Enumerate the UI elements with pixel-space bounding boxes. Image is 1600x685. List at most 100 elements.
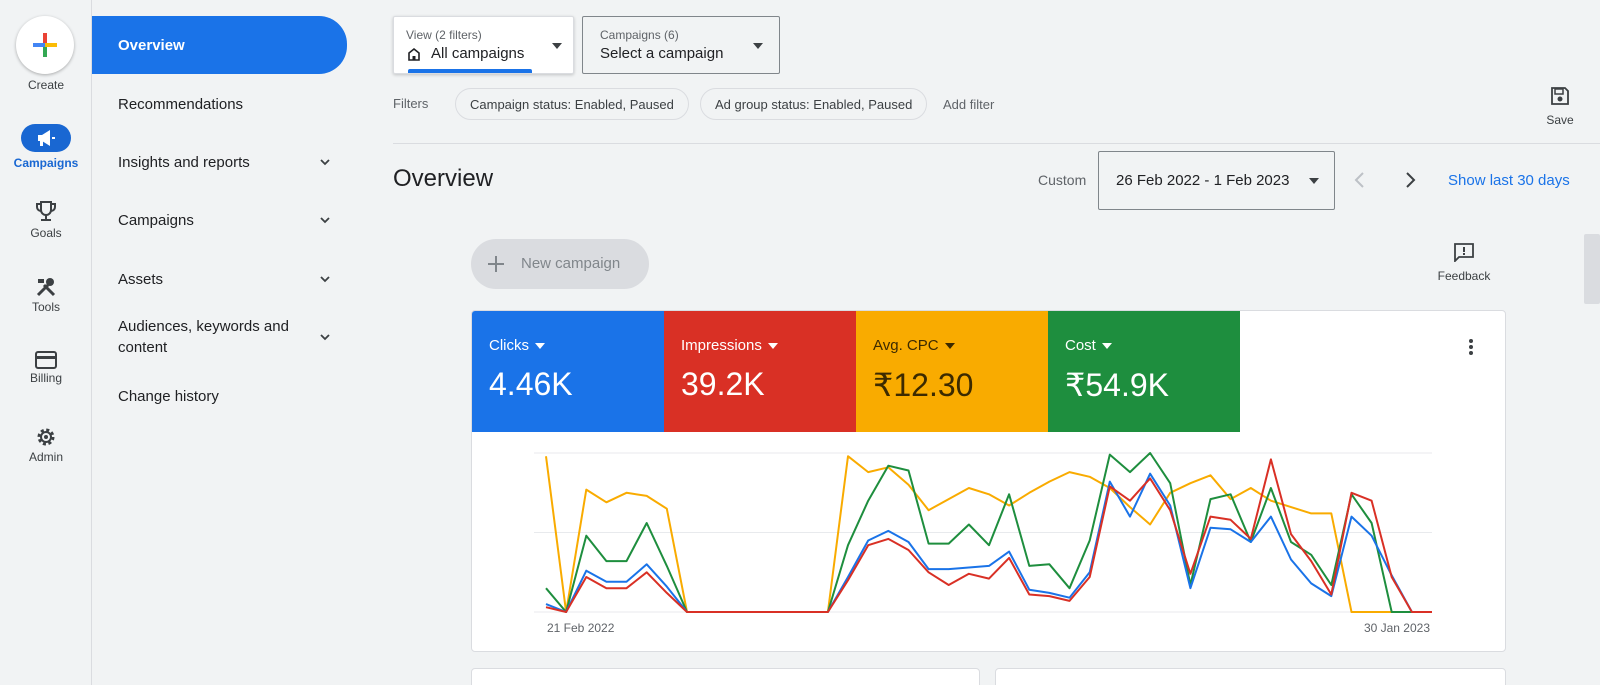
nav-item-insights[interactable]: Insights and reports: [92, 151, 347, 173]
nav-item-change-history[interactable]: Change history: [92, 385, 347, 407]
page-title: Overview: [393, 165, 494, 192]
series-line-avg-cpc: [545, 455, 1432, 613]
metric-label: Avg. CPC: [873, 337, 939, 354]
campaign-dropdown[interactable]: Campaigns (6) Select a campaign: [582, 16, 780, 74]
rail-label-campaigns: Campaigns: [13, 156, 79, 170]
nav-item-overview[interactable]: Overview: [92, 16, 347, 74]
scrollbar-thumb[interactable]: [1584, 234, 1600, 304]
rail-label-tools: Tools: [31, 300, 60, 314]
chart-grid: [534, 452, 1432, 613]
nav-item-recommendations[interactable]: Recommendations: [92, 93, 347, 115]
date-range-picker[interactable]: 26 Feb 2022 - 1 Feb 2023: [1098, 151, 1335, 210]
metric-value: ₹12.30: [873, 367, 974, 403]
campaign-dropdown-value: Select a campaign: [600, 45, 724, 62]
date-range-type: Custom: [1038, 172, 1087, 188]
trophy-icon: [36, 201, 56, 221]
create-label: Create: [27, 78, 65, 92]
summary-card: [471, 668, 980, 685]
plus-icon: [33, 33, 57, 57]
nav-label-overview: Overview: [118, 36, 185, 54]
tools-icon: [36, 278, 56, 297]
chevron-down-icon: [320, 217, 330, 224]
metric-label: Clicks: [489, 337, 529, 354]
view-dropdown-value: All campaigns: [431, 45, 525, 62]
rail-item-goals[interactable]: Goals: [0, 200, 92, 240]
megaphone-icon: [38, 130, 55, 146]
nav-label-change-history: Change history: [118, 387, 219, 405]
chevron-down-icon: [320, 159, 330, 166]
rail-item-tools[interactable]: Tools: [0, 276, 92, 314]
show-last-30-days-link[interactable]: Show last 30 days: [1448, 172, 1570, 189]
nav-label-assets: Assets: [118, 270, 164, 288]
metric-tile-impressions[interactable]: Impressions 39.2K: [664, 311, 856, 432]
rail-label-billing: Billing: [29, 371, 62, 385]
save-icon: [1551, 87, 1569, 105]
feedback-icon: [1454, 243, 1474, 264]
new-campaign-button[interactable]: New campaign: [471, 239, 649, 289]
nav-item-assets[interactable]: Assets: [92, 268, 347, 290]
filter-chip-label: Ad group status: Enabled, Paused: [715, 96, 913, 112]
gear-icon: [37, 428, 55, 446]
caret-down-icon: [944, 342, 955, 349]
save-button[interactable]: Save: [1541, 86, 1579, 127]
nav-label-insights: Insights and reports: [118, 153, 250, 171]
series-line-impressions: [545, 458, 1432, 613]
rail-item-billing[interactable]: Billing: [0, 351, 92, 385]
x-axis-start-label: 21 Feb 2022: [547, 621, 615, 635]
summary-card: [995, 668, 1506, 685]
header-divider: [393, 143, 1600, 144]
filters-label: Filters: [393, 96, 429, 111]
metric-value: ₹54.9K: [1065, 367, 1169, 403]
chevron-down-icon: [320, 276, 330, 283]
campaign-dropdown-small: Campaigns (6): [600, 28, 679, 42]
nav-label-campaigns: Campaigns: [118, 211, 194, 229]
view-dropdown-underline: [408, 69, 532, 73]
caret-down-icon: [1101, 342, 1112, 349]
caret-down-icon: [753, 43, 763, 49]
filter-chip-ad-group-status[interactable]: Ad group status: Enabled, Paused: [700, 88, 928, 120]
view-dropdown[interactable]: View (2 filters) All campaigns: [393, 16, 574, 74]
store-icon: [408, 47, 420, 61]
caret-down-icon: [767, 342, 778, 349]
rail-label-admin: Admin: [28, 450, 63, 464]
metric-tile-avg-cpc[interactable]: Avg. CPC ₹12.30: [856, 311, 1048, 432]
rail-item-admin[interactable]: Admin: [0, 426, 92, 464]
nav-label-recommendations: Recommendations: [118, 95, 244, 113]
x-axis-end-label: 30 Jan 2023: [1364, 621, 1430, 635]
metric-tile-clicks[interactable]: Clicks 4.46K: [472, 311, 664, 432]
chevron-down-icon: [320, 334, 330, 341]
new-campaign-label: New campaign: [521, 255, 621, 272]
filter-chip-label: Campaign status: Enabled, Paused: [470, 96, 674, 112]
date-range-value: 26 Feb 2022 - 1 Feb 2023: [1116, 172, 1290, 189]
chevron-left-icon[interactable]: [1353, 171, 1367, 189]
chart-lines: [545, 452, 1432, 613]
nav-label-audiences: Audiences, keywords and content: [118, 318, 289, 356]
metric-value: 39.2K: [681, 366, 765, 402]
credit-card-icon: [35, 351, 57, 369]
filter-chip-campaign-status[interactable]: Campaign status: Enabled, Paused: [455, 88, 689, 120]
nav-item-audiences[interactable]: Audiences, keywords and content: [92, 316, 347, 358]
feedback-button[interactable]: Feedback: [1431, 242, 1497, 283]
nav-item-campaigns[interactable]: Campaigns: [92, 209, 347, 231]
create-button[interactable]: [16, 16, 74, 74]
caret-down-icon: [1309, 178, 1319, 184]
save-label: Save: [1546, 113, 1574, 127]
metric-tile-cost[interactable]: Cost ₹54.9K: [1048, 311, 1240, 432]
caret-down-icon: [535, 342, 545, 349]
more-vert-icon[interactable]: [1467, 337, 1475, 357]
chevron-right-icon[interactable]: [1403, 171, 1417, 189]
left-rail: Create Campaigns Goals: [0, 0, 92, 685]
metric-label: Cost: [1065, 337, 1096, 354]
metric-label: Impressions: [681, 337, 762, 354]
rail-label-goals: Goals: [30, 226, 62, 240]
side-nav: Overview Recommendations Insights and re…: [92, 0, 358, 685]
rail-item-campaigns[interactable]: Campaigns: [0, 124, 92, 170]
feedback-label: Feedback: [1437, 269, 1491, 283]
performance-card: Clicks 4.46K Impressions 39.2K Avg. CPC …: [471, 310, 1506, 652]
view-dropdown-small: View (2 filters): [406, 28, 482, 42]
plus-icon: [488, 256, 504, 272]
metric-value: 4.46K: [489, 366, 573, 402]
caret-down-icon: [552, 43, 562, 49]
performance-chart: 21 Feb 2022 30 Jan 2023: [534, 452, 1432, 635]
add-filter-button[interactable]: Add filter: [943, 97, 995, 112]
